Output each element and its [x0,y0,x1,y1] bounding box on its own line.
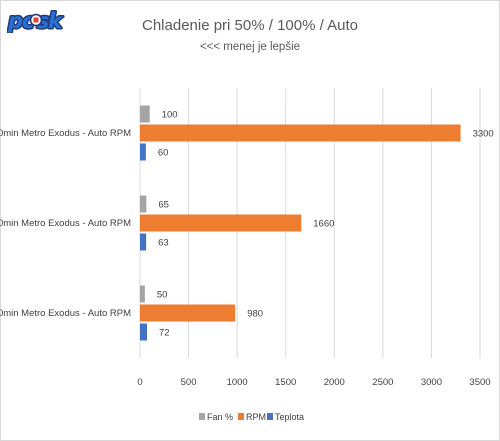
bar [140,105,150,123]
x-tick-label: 3500 [469,377,490,388]
logo-square-icon [33,17,39,23]
legend: Fan % RPM Teplota [199,412,304,422]
x-tick-label: 1000 [227,377,248,388]
legend-swatch [267,413,273,420]
chart-title: Chladenie pri 50% / 100% / Auto [142,17,358,34]
legend-label: Fan % [207,412,233,422]
x-axis-ticks: 0 500 1000 1500 2000 2500 3000 3500 [137,377,490,388]
data-label: 50 [157,290,168,301]
category-label: 30min Metro Exodus - Auto RPM [0,218,131,229]
bar [140,233,147,251]
data-label: 100 [162,110,178,121]
data-labels: 100 3300 60 65 1660 63 50 980 72 [157,110,494,339]
data-label: 63 [158,238,169,249]
x-tick-label: 0 [137,377,142,388]
bars [140,105,461,341]
pcsk-logo: pc sk pc sk [7,8,65,33]
data-label: 60 [158,148,169,159]
data-label: 3300 [473,129,494,140]
x-tick-label: 1500 [275,377,296,388]
chart-subtitle: <<< menej je lepšie [200,41,300,53]
legend-label: Teplota [275,412,304,422]
data-label: 65 [158,200,169,211]
bar [140,124,461,142]
category-labels: 30min Metro Exodus - Auto RPM 30min Metro… [0,128,131,319]
x-tick-label: 500 [181,377,197,388]
bar [140,304,236,322]
bar [140,214,302,232]
legend-swatch [199,413,205,420]
bar [140,323,147,341]
bar [140,143,146,161]
data-label: 980 [247,309,263,320]
category-label: 30min Metro Exodus - Auto RPM [0,308,131,319]
bar [140,195,147,213]
legend-swatch [238,413,244,420]
x-tick-label: 2000 [324,377,345,388]
legend-label: RPM [246,412,266,422]
logo-outline: pc sk [7,9,64,33]
bar [140,285,145,303]
x-tick-label: 3000 [421,377,442,388]
data-label: 72 [159,328,170,339]
x-tick-label: 2500 [372,377,393,388]
data-label: 1660 [313,219,334,230]
category-label: 30min Metro Exodus - Auto RPM [0,128,131,139]
